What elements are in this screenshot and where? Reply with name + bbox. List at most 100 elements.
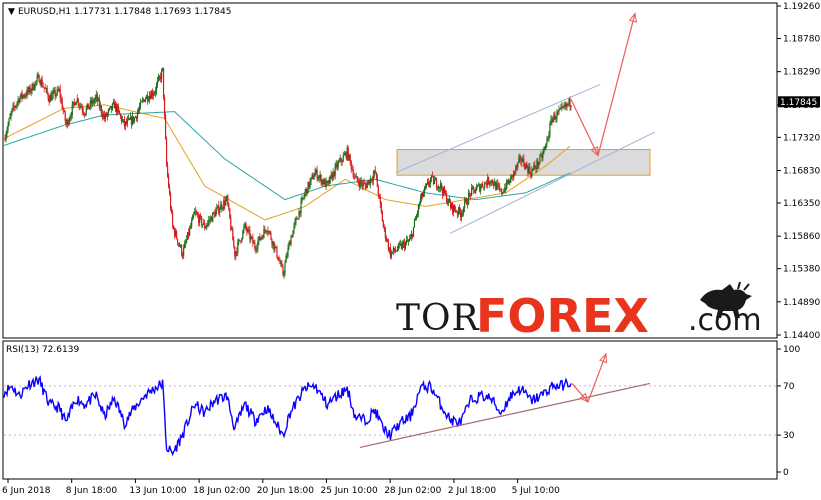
candle [342, 152, 344, 163]
candle [130, 115, 133, 129]
candle [452, 204, 455, 217]
price-tick-label: 1.16830 [783, 167, 820, 177]
candle [543, 146, 545, 155]
candle [291, 234, 293, 239]
candle [55, 93, 57, 99]
candle [69, 113, 71, 122]
candle [404, 241, 407, 251]
candle [476, 183, 478, 191]
forecast-arrow-layer [570, 12, 637, 157]
bull-icon [700, 281, 752, 318]
candle [121, 116, 124, 123]
candle [277, 256, 279, 261]
candle [141, 96, 144, 104]
candle [49, 92, 51, 103]
candle [196, 209, 198, 216]
candle [348, 154, 350, 162]
candle [296, 216, 298, 220]
candle [84, 113, 86, 117]
candle [450, 202, 453, 210]
candle [292, 229, 294, 238]
candle [414, 216, 417, 221]
watermark-tor-text: TOR [396, 298, 480, 339]
candle [455, 209, 458, 213]
candle [73, 98, 75, 107]
candle [555, 115, 557, 124]
candle [432, 175, 435, 186]
candle [9, 113, 11, 120]
candle [96, 92, 98, 106]
candle [327, 179, 329, 186]
candle [86, 103, 88, 110]
candle [365, 182, 367, 190]
candle [383, 224, 385, 232]
candle [344, 150, 346, 156]
candle [522, 155, 524, 163]
candle [4, 134, 6, 142]
candle [283, 270, 285, 279]
candle [384, 226, 386, 242]
candle [180, 243, 182, 248]
candle [195, 206, 197, 217]
candle [536, 158, 538, 173]
candle [332, 168, 334, 181]
price-tick-label: 1.16350 [783, 199, 820, 209]
candle [41, 75, 43, 88]
candle [115, 102, 117, 116]
candle [262, 234, 264, 241]
candle [379, 193, 381, 209]
candle [373, 169, 375, 179]
candle [65, 118, 67, 128]
candle [148, 91, 151, 104]
candle [490, 180, 492, 187]
moving-average-line-2 [3, 111, 571, 201]
candle [143, 99, 146, 103]
candle [253, 240, 255, 244]
candle [101, 109, 103, 121]
candle [67, 118, 69, 127]
candle [565, 102, 567, 110]
symbol-dropdown-icon[interactable]: ▼ [8, 7, 15, 17]
candle [515, 164, 517, 176]
candle [242, 229, 244, 240]
candle [410, 230, 413, 241]
candle [186, 234, 188, 244]
candle [465, 197, 467, 203]
candle [385, 235, 387, 243]
candle [139, 98, 142, 111]
candle [20, 92, 22, 100]
candle [341, 159, 343, 166]
candle [27, 86, 29, 96]
candle [333, 171, 335, 178]
price-tick-label: 1.17320 [783, 133, 820, 143]
candle [146, 91, 149, 105]
candle [405, 235, 408, 246]
candle [429, 177, 432, 188]
candle [340, 157, 342, 166]
candle [241, 237, 243, 244]
candle [525, 162, 527, 170]
candle [182, 251, 184, 260]
candle [187, 231, 189, 240]
candle [15, 104, 17, 109]
candle [26, 86, 28, 99]
candle [484, 181, 486, 191]
candle [337, 159, 339, 171]
candle [308, 182, 310, 190]
channel-line-1 [395, 84, 601, 173]
candle [352, 166, 354, 179]
candle [104, 112, 106, 123]
candle [162, 67, 165, 101]
candle [320, 173, 322, 186]
candle [510, 174, 512, 183]
candle [542, 148, 544, 162]
candle [372, 170, 374, 186]
candle [468, 189, 470, 206]
candle [230, 214, 232, 232]
candle [16, 101, 18, 110]
candle [391, 251, 393, 255]
candle [156, 76, 159, 89]
candle [423, 185, 426, 197]
candle [128, 117, 131, 121]
candle [469, 190, 471, 198]
